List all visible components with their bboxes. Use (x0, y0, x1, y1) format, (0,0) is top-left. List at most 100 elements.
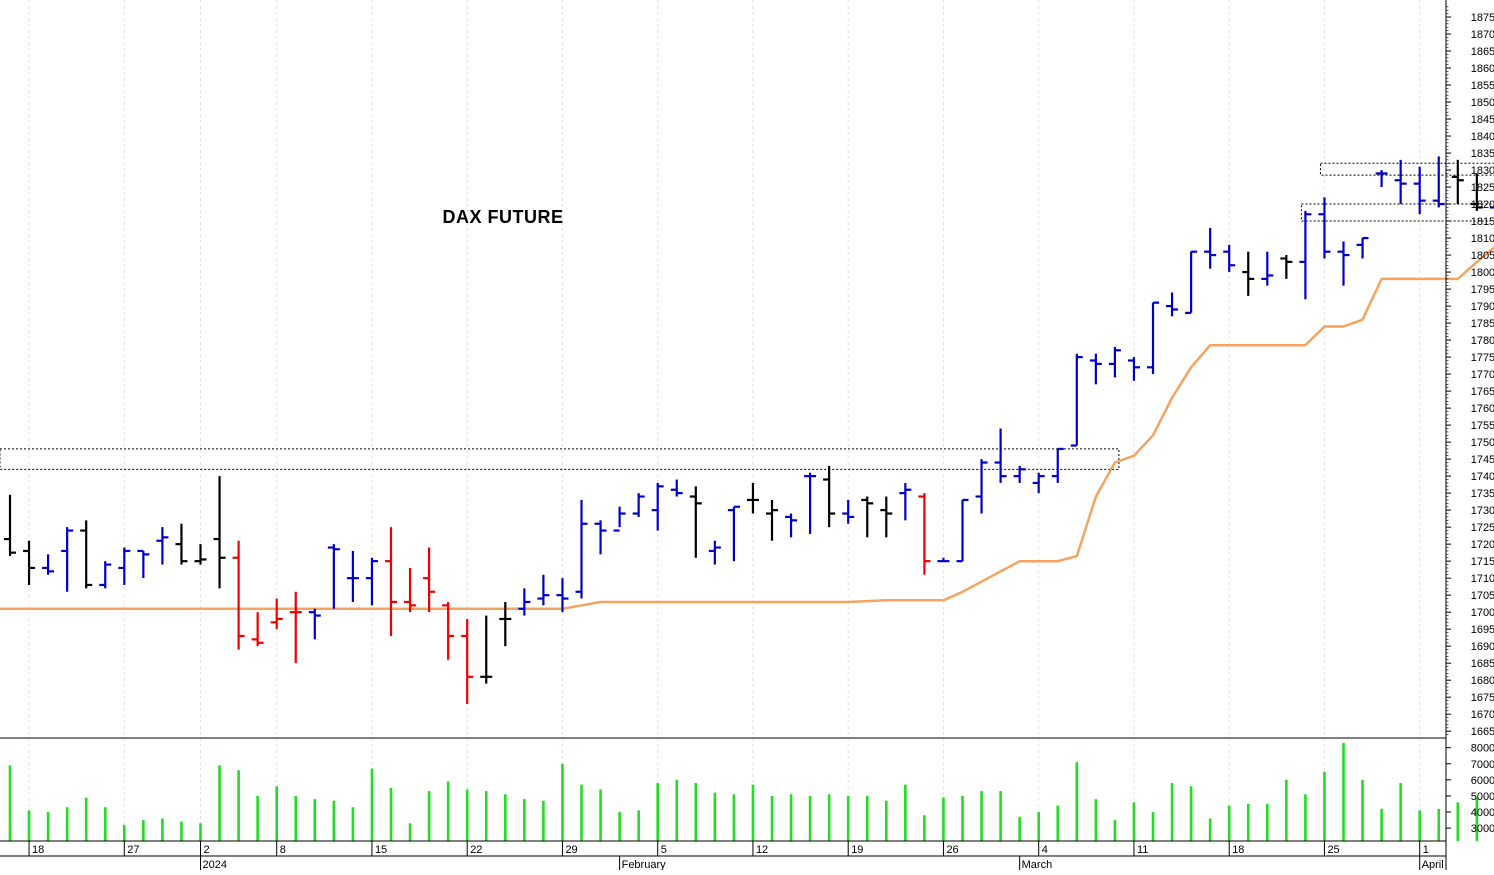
price-tick-label: 16900 (1471, 641, 1494, 653)
price-tick-label: 16650 (1471, 726, 1494, 738)
ohlc-bar (270, 598, 283, 630)
price-tick-label: 16700 (1471, 709, 1494, 721)
ohlc-bar (308, 608, 321, 640)
ohlc-bar (99, 561, 112, 589)
price-tick-label: 16850 (1471, 658, 1494, 670)
date-tick-label: 22 (470, 844, 482, 856)
price-tick-label: 17600 (1471, 403, 1494, 415)
grid (28, 0, 1421, 841)
ohlc-bar (480, 615, 493, 684)
ohlc-bar (118, 547, 131, 585)
volume-tick-label: 40000 (1471, 807, 1494, 819)
ohlc-bar (937, 557, 950, 563)
price-tick-label: 17050 (1471, 590, 1494, 602)
ohlc-bar (785, 513, 798, 538)
ohlc-bar (1166, 292, 1179, 317)
ohlc-bar (232, 540, 245, 650)
ohlc-bar (499, 601, 512, 647)
ohlc-bar (804, 472, 817, 534)
price-tick-label: 16950 (1471, 624, 1494, 636)
price-tick-label: 17450 (1471, 454, 1494, 466)
price-tick-label: 17400 (1471, 471, 1494, 483)
ohlc-bar (613, 506, 626, 532)
price-tick-label: 18600 (1471, 63, 1494, 75)
ohlc-bar (175, 523, 188, 565)
ohlc-bar (1032, 472, 1045, 494)
price-tick-label: 17650 (1471, 386, 1494, 398)
ohlc-bar (461, 618, 474, 704)
ohlc-bar (1318, 197, 1331, 259)
ohlc-bar (404, 567, 417, 613)
volume-tick-label: 50000 (1471, 791, 1494, 803)
price-tick-label: 17000 (1471, 607, 1494, 619)
ohlc-bar (918, 493, 931, 575)
zone-box (0, 448, 1120, 470)
price-tick-label: 17100 (1471, 573, 1494, 585)
date-tick-label: 26 (946, 844, 958, 856)
price-tick-label: 18500 (1471, 97, 1494, 109)
date-tick-label: 15 (375, 844, 387, 856)
price-tick-label: 17750 (1471, 352, 1494, 364)
ohlc-bar (1489, 206, 1494, 209)
ohlc-bar (1013, 465, 1026, 483)
ohlc-bar (537, 574, 550, 606)
ohlc-bar (327, 544, 340, 609)
date-tick-label: 25 (1327, 844, 1339, 856)
ohlc-bar (251, 612, 264, 647)
ohlc-bar (1356, 236, 1369, 259)
ohlc-bar (1337, 241, 1350, 286)
price-tick-label: 18650 (1471, 46, 1494, 58)
month-label: March (1022, 859, 1053, 870)
chart-title: DAX FUTURE (443, 207, 564, 227)
ohlc-bar (956, 498, 969, 563)
volume-tick-label: 30000 (1471, 823, 1494, 835)
price-tick-label: 17900 (1471, 301, 1494, 313)
ohlc-bar (42, 554, 55, 575)
ohlc-bar (518, 588, 531, 616)
price-tick-label: 16750 (1471, 692, 1494, 704)
zone-box (1300, 203, 1494, 222)
price-tick-label: 18400 (1471, 131, 1494, 143)
ohlc-bars (4, 156, 1494, 704)
ohlc-bar (632, 493, 645, 517)
date-tick-label: 12 (756, 844, 768, 856)
ohlc-bar (156, 527, 169, 565)
stop-line-layer (0, 246, 1494, 611)
ohlc-bar (861, 496, 874, 538)
price-tick-label: 17850 (1471, 318, 1494, 330)
ohlc-bar (880, 496, 893, 538)
ohlc-bar (1242, 251, 1255, 296)
price-tick-label: 18100 (1471, 233, 1494, 245)
ohlc-bar (1451, 159, 1464, 205)
ohlc-bar (385, 527, 397, 636)
ohlc-bar (1051, 447, 1064, 483)
ohlc-bar (575, 499, 588, 599)
ohlc-bar (289, 591, 302, 664)
volume-tick-label: 70000 (1471, 759, 1494, 771)
ohlc-bar (746, 482, 759, 514)
zone-box (1319, 162, 1494, 176)
ohlc-bar (1089, 353, 1102, 385)
ohlc-bar (842, 499, 855, 524)
resistance-zones (0, 162, 1494, 470)
date-tick-label: 11 (1137, 844, 1148, 856)
ohlc-bar (556, 578, 569, 613)
ohlc-bar (194, 544, 207, 565)
ohlc-bar (994, 428, 1007, 483)
ohlc-bar (80, 520, 93, 589)
ohlc-bar (1204, 227, 1217, 269)
ohlc-bar (975, 459, 988, 514)
ohlc-bar (823, 465, 836, 528)
price-tick-label: 18700 (1471, 29, 1494, 41)
price-tick-label: 18250 (1471, 182, 1494, 194)
month-label: April (1422, 859, 1444, 870)
ohlc-bar (689, 486, 702, 558)
ohlc-bar (1261, 251, 1274, 286)
date-tick-label: 2 (204, 844, 210, 856)
ohlc-bar (1185, 250, 1198, 314)
price-tick-label: 18450 (1471, 114, 1494, 126)
ohlc-bar (727, 505, 740, 562)
volume-tick-label: 60000 (1471, 775, 1494, 787)
price-tick-label: 18050 (1471, 250, 1494, 262)
